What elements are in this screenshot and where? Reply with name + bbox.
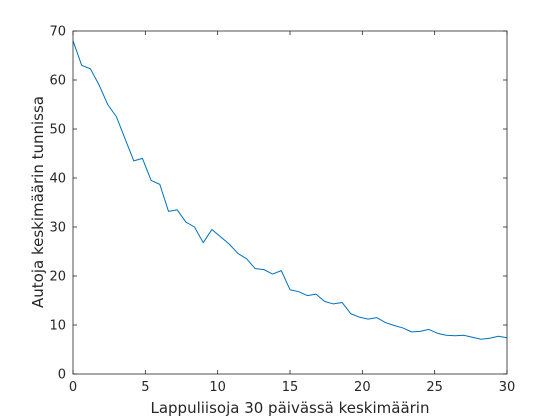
series-line (72, 40, 508, 340)
x-axis-label: Lappuliisoja 30 päivässä keskimäärin (150, 399, 429, 417)
y-tick-label: 0 (58, 368, 66, 383)
y-tick-label: 20 (49, 270, 66, 285)
x-tick-label: 30 (499, 380, 516, 395)
y-tick-label: 70 (49, 25, 66, 40)
y-tick-label: 60 (49, 74, 66, 89)
x-tick-label: 20 (354, 380, 371, 395)
plot-frame (72, 30, 508, 375)
y-tick-label: 10 (49, 319, 66, 334)
x-tick-label: 15 (282, 380, 299, 395)
x-tick-label: 0 (69, 380, 77, 395)
x-tick-label: 10 (209, 380, 226, 395)
y-tick-label: 40 (49, 172, 66, 187)
x-tick-label: 5 (141, 380, 149, 395)
x-tick-label: 25 (426, 380, 443, 395)
y-tick-label: 30 (49, 221, 66, 236)
plot-area (73, 31, 507, 374)
y-tick-label: 50 (49, 123, 66, 138)
y-axis-label: Autoja keskimäärin tunnissa (29, 96, 47, 308)
